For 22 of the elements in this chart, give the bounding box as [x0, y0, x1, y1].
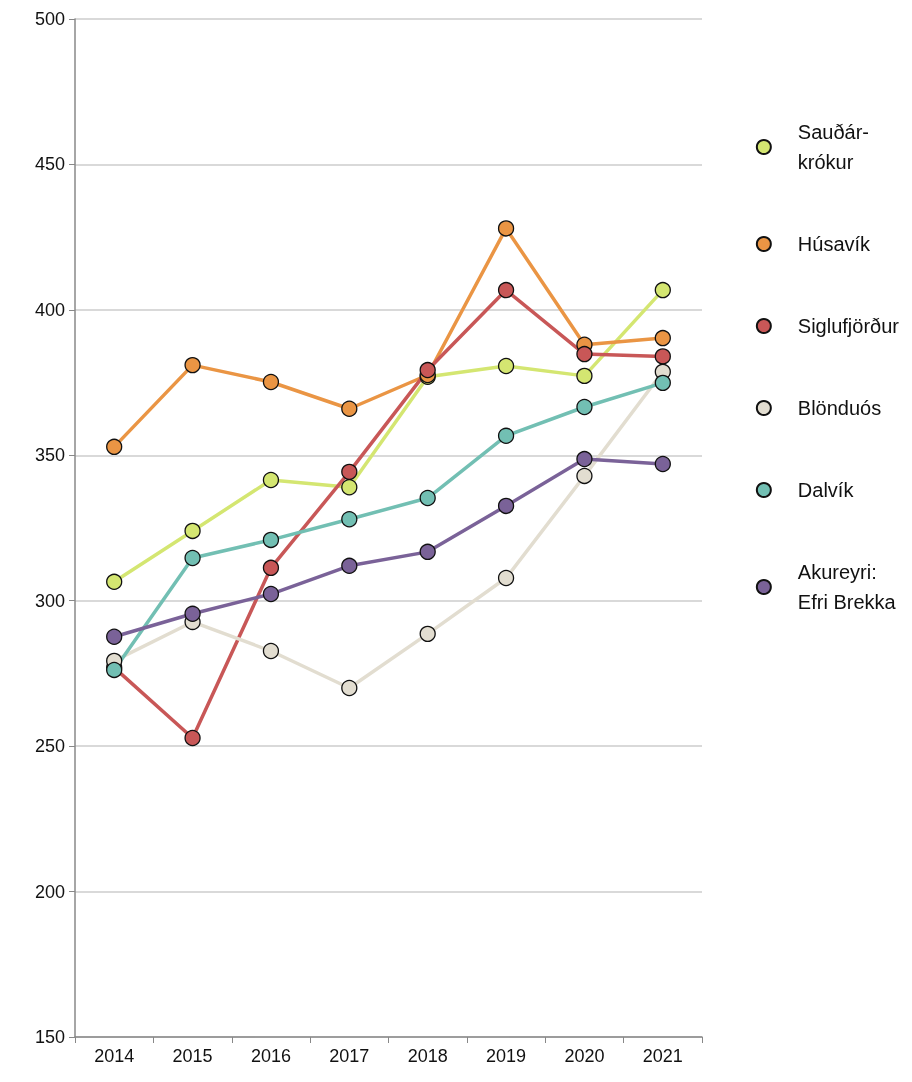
y-tick-label: 250: [34, 736, 65, 757]
y-tick-label: 200: [34, 881, 65, 902]
y-tick-label: 450: [34, 154, 65, 175]
legend-label: Siglufjörður: [797, 315, 900, 337]
y-tick-label: 350: [34, 445, 65, 466]
x-tick-label: 2021: [642, 1046, 683, 1066]
legend-label: Akureyri: Efri Brekka: [797, 561, 897, 613]
x-tick-label: 2016: [250, 1046, 291, 1066]
y-tick-label: 300: [34, 590, 65, 611]
legend-label: Húsavík: [797, 233, 872, 255]
x-tick-label: 2015: [172, 1046, 213, 1066]
y-tick-label: 500: [34, 9, 65, 29]
x-tick-label: 2019: [486, 1046, 527, 1066]
y-tick-label: 400: [34, 299, 65, 320]
y-tick-label: 150: [34, 1027, 65, 1047]
legend-label: Blönduós: [797, 397, 882, 419]
x-tick-label: 2014: [94, 1046, 135, 1066]
x-tick-label: 2017: [329, 1046, 370, 1066]
x-tick-label: 2018: [407, 1046, 448, 1066]
legend-label: Sauðár- krókur: [797, 121, 869, 173]
x-tick-label: 2020: [564, 1046, 605, 1066]
legend-label: Dalvík: [797, 479, 855, 501]
